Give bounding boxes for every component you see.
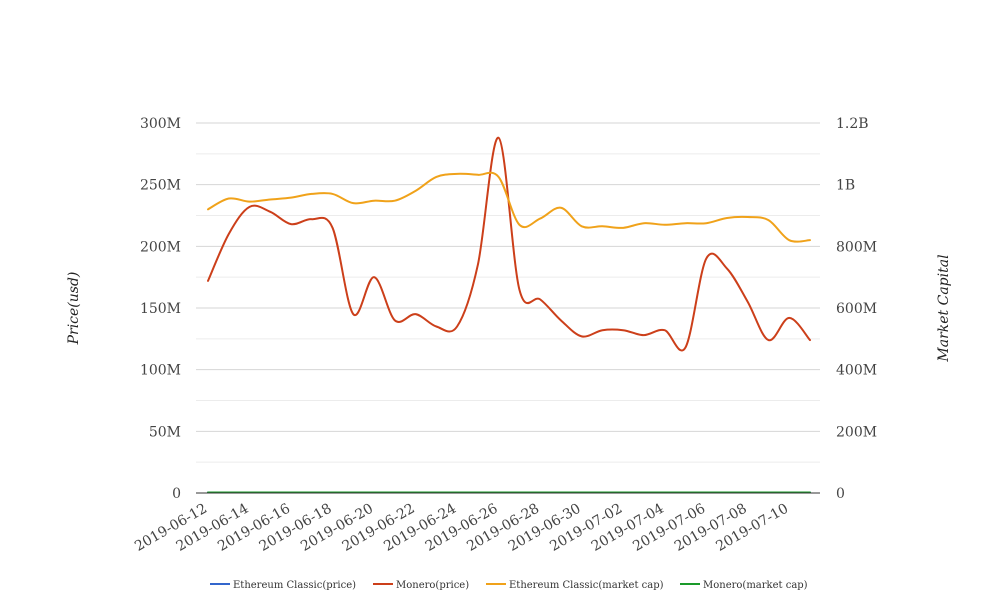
right-tick-label: 1.2B xyxy=(836,116,869,132)
series-line-1 xyxy=(207,136,811,352)
left-tick-label: 150M xyxy=(140,301,181,317)
right-axis-title: Market Capital xyxy=(936,254,952,362)
legend-label: Monero(price) xyxy=(396,580,469,591)
right-axis-ticks: 0 200M 400M 600M 800M 1B 1.2B xyxy=(836,116,877,502)
legend-label: Ethereum Classic(market cap) xyxy=(509,580,664,591)
right-tick-label: 800M xyxy=(836,239,877,255)
legend: Ethereum Classic(price) Monero(price) Ethe… xyxy=(210,580,808,591)
left-tick-label: 200M xyxy=(140,239,181,255)
series-line-2 xyxy=(207,171,811,243)
right-tick-label: 1B xyxy=(836,178,855,194)
legend-label: Ethereum Classic(price) xyxy=(233,580,356,591)
grid-lines xyxy=(196,122,820,463)
right-tick-label: 0 xyxy=(836,486,845,502)
left-axis-ticks: 0 50M 100M 150M 200M 250M 300M xyxy=(140,116,181,502)
left-tick-label: 100M xyxy=(140,363,181,379)
left-tick-label: 300M xyxy=(140,116,181,132)
right-tick-label: 400M xyxy=(836,363,877,379)
right-tick-label: 600M xyxy=(836,301,877,317)
series-layer xyxy=(207,136,811,494)
legend-label: Monero(market cap) xyxy=(703,580,808,591)
left-tick-label: 50M xyxy=(149,424,181,440)
left-tick-label: 0 xyxy=(172,486,181,502)
left-axis-title: Price(usd) xyxy=(66,272,82,346)
left-tick-label: 250M xyxy=(140,178,181,194)
right-tick-label: 200M xyxy=(836,424,877,440)
x-axis-ticks: 2019-06-122019-06-142019-06-162019-06-18… xyxy=(132,501,791,555)
